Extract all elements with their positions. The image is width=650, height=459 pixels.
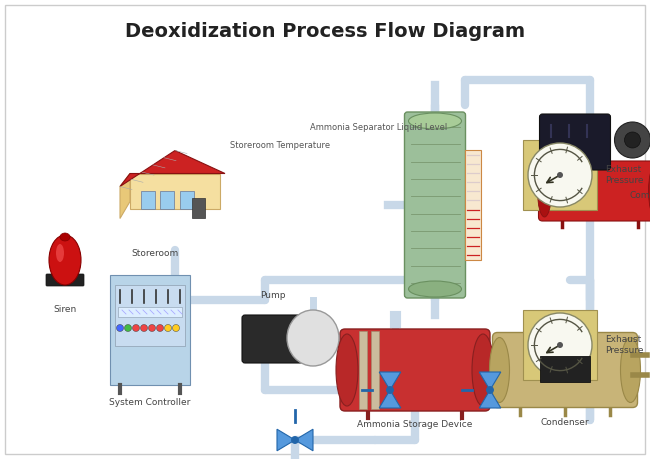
Circle shape [140,325,148,331]
FancyBboxPatch shape [359,331,367,409]
Ellipse shape [336,334,358,406]
Ellipse shape [621,337,640,403]
Circle shape [148,325,155,331]
FancyBboxPatch shape [340,329,490,411]
FancyBboxPatch shape [46,274,84,286]
FancyBboxPatch shape [130,174,220,209]
FancyBboxPatch shape [404,112,465,298]
FancyBboxPatch shape [141,191,155,209]
Ellipse shape [538,165,551,217]
Polygon shape [479,372,501,390]
Circle shape [386,386,394,394]
FancyBboxPatch shape [192,198,205,218]
Polygon shape [295,429,313,451]
Circle shape [164,325,172,331]
Polygon shape [379,372,401,390]
FancyBboxPatch shape [538,161,650,221]
Circle shape [125,325,131,331]
FancyBboxPatch shape [242,315,303,363]
Circle shape [614,122,650,158]
Circle shape [133,325,140,331]
Text: Exhaust
Pressure: Exhaust Pressure [605,336,643,355]
FancyBboxPatch shape [371,331,379,409]
Circle shape [172,325,179,331]
Text: Storeroom: Storeroom [131,249,179,258]
Text: Deoxidization Process Flow Diagram: Deoxidization Process Flow Diagram [125,22,525,41]
FancyBboxPatch shape [110,275,190,385]
FancyBboxPatch shape [540,356,590,382]
Ellipse shape [287,310,339,366]
FancyBboxPatch shape [115,285,185,346]
Text: Compressor: Compressor [630,190,650,200]
Ellipse shape [408,281,461,297]
Polygon shape [479,390,501,408]
Circle shape [625,132,640,148]
Circle shape [528,143,592,207]
Text: Pump: Pump [260,291,285,300]
Polygon shape [379,390,401,408]
Text: Condenser: Condenser [541,418,590,427]
Ellipse shape [408,113,461,129]
Circle shape [157,325,164,331]
FancyBboxPatch shape [493,332,638,408]
Ellipse shape [489,337,510,403]
FancyBboxPatch shape [523,140,597,210]
Circle shape [116,325,124,331]
FancyBboxPatch shape [180,191,194,209]
Polygon shape [120,151,225,186]
Text: Ammonia Separator Liquid Level: Ammonia Separator Liquid Level [310,123,447,131]
Ellipse shape [649,165,650,217]
Ellipse shape [472,334,494,406]
Polygon shape [120,174,130,218]
Circle shape [486,386,494,394]
Text: Exhaust
Pressure: Exhaust Pressure [605,165,643,185]
Polygon shape [277,429,295,451]
Text: System Controller: System Controller [109,398,190,407]
Text: Storeroom Temperature: Storeroom Temperature [230,141,330,151]
FancyBboxPatch shape [523,310,597,380]
Circle shape [291,436,299,444]
Text: Ammonia Storage Device: Ammonia Storage Device [358,420,473,429]
FancyBboxPatch shape [118,307,182,317]
Ellipse shape [56,244,64,262]
Ellipse shape [60,233,70,241]
Text: Siren: Siren [53,305,77,314]
Ellipse shape [49,235,81,285]
Circle shape [528,313,592,377]
FancyBboxPatch shape [160,191,174,209]
FancyBboxPatch shape [465,150,480,260]
Circle shape [557,342,563,348]
Circle shape [557,172,563,178]
FancyBboxPatch shape [540,114,610,170]
